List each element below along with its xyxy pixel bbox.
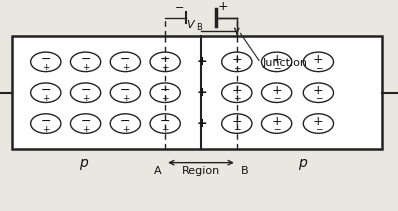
Text: −: − xyxy=(174,3,184,13)
Text: −: − xyxy=(315,94,322,103)
Text: −: − xyxy=(273,63,280,72)
Text: +: + xyxy=(232,53,242,66)
Text: +: + xyxy=(82,63,89,72)
Text: +: + xyxy=(122,124,129,134)
Text: −: − xyxy=(41,115,51,128)
Text: −: − xyxy=(233,63,240,72)
Text: −: − xyxy=(120,84,131,97)
Text: +: + xyxy=(82,94,89,103)
Text: −: − xyxy=(120,115,131,128)
Text: −: − xyxy=(160,115,170,128)
Text: p: p xyxy=(298,156,307,170)
Text: +: + xyxy=(42,63,49,72)
Text: +: + xyxy=(122,63,129,72)
Text: p: p xyxy=(79,156,88,170)
Text: −: − xyxy=(273,94,280,103)
Text: V: V xyxy=(186,20,194,30)
Text: −: − xyxy=(80,115,91,128)
Text: −: − xyxy=(160,84,170,97)
Text: −: − xyxy=(41,84,51,97)
Text: −: − xyxy=(233,94,240,103)
Text: +: + xyxy=(122,94,129,103)
Text: Region: Region xyxy=(182,166,220,176)
Text: +: + xyxy=(162,94,169,103)
Text: −: − xyxy=(80,53,91,66)
Text: +: + xyxy=(197,55,207,68)
Text: A: A xyxy=(154,166,161,176)
Text: B: B xyxy=(196,23,202,32)
Text: −: − xyxy=(315,124,322,134)
Text: +: + xyxy=(271,84,282,97)
Text: B: B xyxy=(241,166,248,176)
Text: +: + xyxy=(313,53,324,66)
Text: +: + xyxy=(232,115,242,128)
Bar xyxy=(12,36,382,149)
Text: −: − xyxy=(120,53,131,66)
Text: +: + xyxy=(42,124,49,134)
Text: +: + xyxy=(271,53,282,66)
Text: +: + xyxy=(197,86,207,99)
Text: +: + xyxy=(271,115,282,128)
Text: +: + xyxy=(162,63,169,72)
Text: Junction: Junction xyxy=(263,58,308,68)
Text: +: + xyxy=(162,124,169,134)
Text: +: + xyxy=(313,115,324,128)
Text: −: − xyxy=(80,84,91,97)
Text: +: + xyxy=(82,124,89,134)
Text: −: − xyxy=(160,53,170,66)
Text: −: − xyxy=(315,63,322,72)
Text: −: − xyxy=(41,53,51,66)
Text: +: + xyxy=(197,117,207,130)
Text: +: + xyxy=(232,84,242,97)
Text: −: − xyxy=(233,124,240,134)
Text: −: − xyxy=(273,124,280,134)
Text: +: + xyxy=(42,94,49,103)
Text: +: + xyxy=(313,84,324,97)
Text: +: + xyxy=(218,0,228,13)
